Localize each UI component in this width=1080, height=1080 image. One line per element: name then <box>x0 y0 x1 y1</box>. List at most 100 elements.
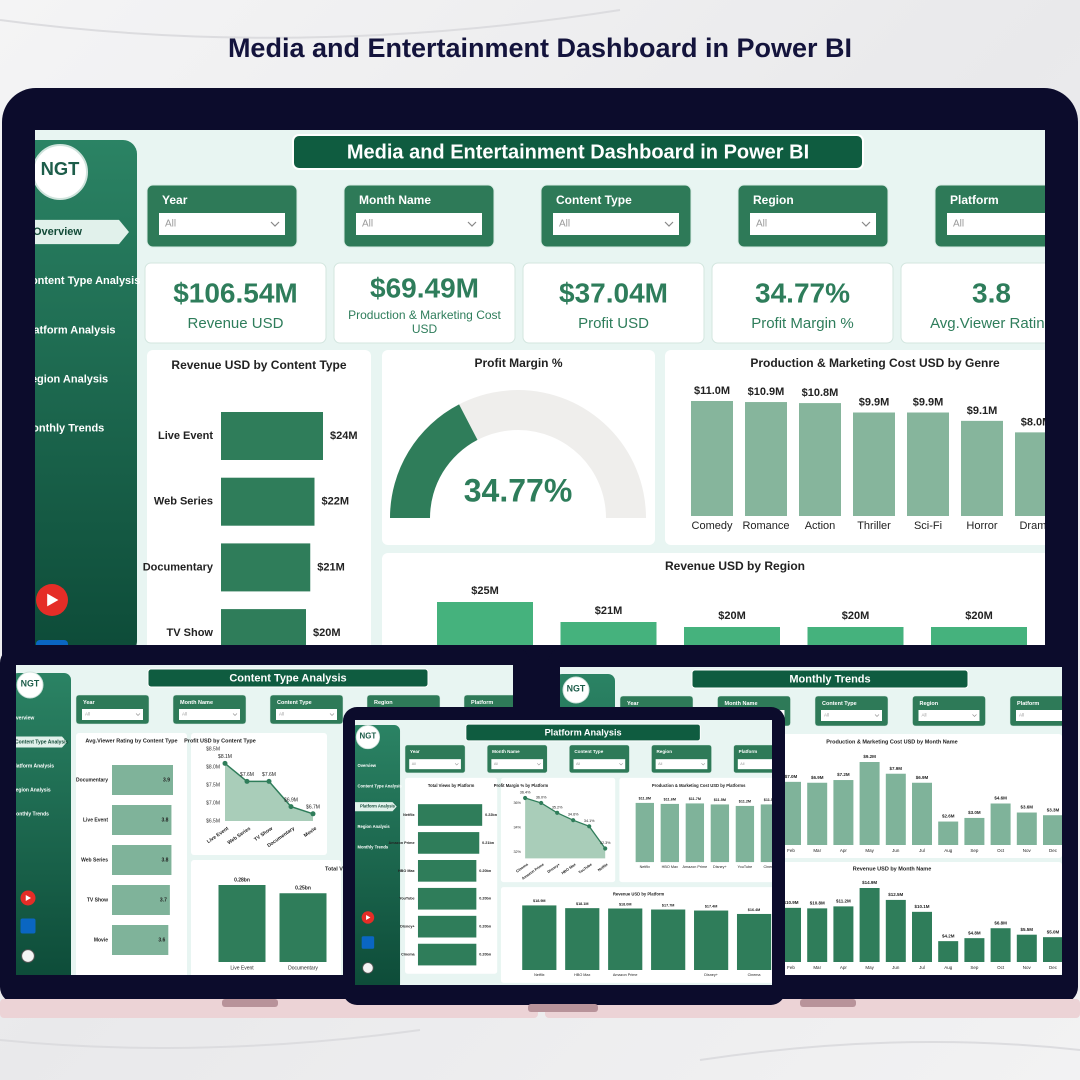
category-label: Horror <box>966 520 998 532</box>
category-label: Netflix <box>640 865 651 869</box>
bar <box>608 908 643 970</box>
bar <box>112 845 172 875</box>
category-label: Aug <box>944 965 953 970</box>
filter-dropdown[interactable] <box>553 213 679 235</box>
bar <box>417 832 480 854</box>
category-label: YouTube <box>399 897 414 901</box>
nav-item[interactable]: Platform Analysis <box>360 804 396 809</box>
y-tick-label: 32% <box>513 850 521 854</box>
kpi-label: Profit USD <box>578 315 649 332</box>
category-label: Live Event <box>158 430 213 442</box>
y-tick-label: $8.5M <box>206 746 220 752</box>
value-label: $9.9M <box>859 396 890 408</box>
nav-item[interactable]: Content Type Analysis <box>23 275 140 287</box>
filter-dropdown[interactable] <box>821 710 882 721</box>
filter-label: Content Type <box>822 701 857 707</box>
youtube-play <box>25 895 31 901</box>
category-label: Web Series <box>81 857 108 863</box>
y-tick-label: $7.5M <box>206 782 220 788</box>
nav-item[interactable]: Content Type Analysis <box>358 783 403 788</box>
kpi-card <box>711 262 894 344</box>
bar <box>853 412 895 516</box>
category-label: Oct <box>997 848 1005 853</box>
nav-item[interactable]: Platform Analysis <box>12 763 54 769</box>
category-label: Amazon Prime <box>683 865 708 869</box>
filter-dropdown[interactable] <box>159 213 285 235</box>
filter-dropdown[interactable] <box>737 759 790 770</box>
filter-label: Month Name <box>359 193 431 207</box>
filter-dropdown[interactable] <box>1016 710 1077 721</box>
filter-dropdown[interactable] <box>491 759 544 770</box>
y-tick-label: $8.0M <box>206 764 220 770</box>
bar <box>694 910 729 970</box>
kpi-value: 34.77% <box>755 277 850 308</box>
value-label: 32.3% <box>600 841 611 845</box>
category-label: Nov <box>1023 848 1032 853</box>
bar <box>807 782 828 845</box>
value-label: 3.9 <box>163 777 170 783</box>
kpi-label: Revenue USD <box>187 315 284 332</box>
filter-dropdown[interactable] <box>409 759 461 770</box>
category-label: Netflix <box>597 862 609 872</box>
bar <box>660 803 680 863</box>
nav-highlight <box>355 802 397 812</box>
filter-dropdown[interactable] <box>573 759 626 770</box>
nav-item[interactable]: Platform Analysis <box>23 324 116 336</box>
bar <box>522 905 557 970</box>
category-label: Jul <box>919 965 925 970</box>
bar <box>1015 432 1045 516</box>
filter-dropdown[interactable] <box>750 213 876 235</box>
value-label: 3.7 <box>160 897 167 903</box>
nav-item[interactable]: Monthly Trends <box>12 811 49 817</box>
bar <box>417 887 477 910</box>
filter-value: All <box>756 219 767 230</box>
bar <box>221 543 311 592</box>
filter-dropdown[interactable] <box>655 759 708 770</box>
category-label: HBO Max <box>398 869 416 873</box>
bar <box>807 908 828 962</box>
filter-label: Month Name <box>492 749 520 754</box>
kpi-card <box>522 262 705 344</box>
nav-item[interactable]: Region Analysis <box>23 374 108 386</box>
filter-dropdown[interactable] <box>356 213 482 235</box>
value-label: $4.2M <box>942 933 955 938</box>
dropdown-chevron <box>454 763 459 766</box>
category-label: Thriller <box>857 520 891 532</box>
filter-label: Region <box>753 193 794 207</box>
bar <box>885 899 906 962</box>
nav-item[interactable]: Region Analysis <box>358 824 391 829</box>
category-label: Cinema <box>515 862 529 874</box>
nav-item[interactable]: Overview <box>12 715 34 721</box>
filter-dropdown[interactable] <box>947 213 1073 235</box>
nav-item[interactable]: Overview <box>358 763 377 768</box>
category-label: Oct <box>997 965 1005 970</box>
filter-dropdown[interactable] <box>276 709 337 720</box>
category-label: Comedy <box>692 520 733 532</box>
nav-highlight <box>35 219 129 245</box>
chart-title: Profit Margin % by Platform <box>494 783 549 788</box>
filter-value: All <box>559 219 570 230</box>
bar <box>885 773 906 845</box>
value-label: $7.2M <box>837 772 850 777</box>
bar <box>1043 815 1062 845</box>
value-label: $11.2M <box>836 899 851 904</box>
nav-item[interactable]: Monthly Trends <box>23 423 104 435</box>
nav-item[interactable]: Overview <box>33 226 82 238</box>
chart-title: Revenue USD by Platform <box>613 891 665 896</box>
value-label: 0.28bn <box>234 877 250 883</box>
dropdown-chevron <box>701 763 706 766</box>
filter-dropdown[interactable] <box>918 710 980 721</box>
nav-item[interactable]: Monthly Trends <box>358 845 389 850</box>
category-label: Action <box>805 520 836 532</box>
filter-dropdown[interactable] <box>179 709 240 720</box>
bar <box>112 885 170 915</box>
bar <box>912 782 932 845</box>
bar <box>691 401 733 516</box>
nav-item[interactable]: Region Analysis <box>12 787 51 793</box>
category-label: Sep <box>970 848 979 853</box>
category-label: Feb <box>787 965 795 970</box>
point <box>523 795 528 801</box>
filter-dropdown[interactable] <box>82 709 143 720</box>
nav-item[interactable]: Content Type Analysis <box>15 739 69 745</box>
